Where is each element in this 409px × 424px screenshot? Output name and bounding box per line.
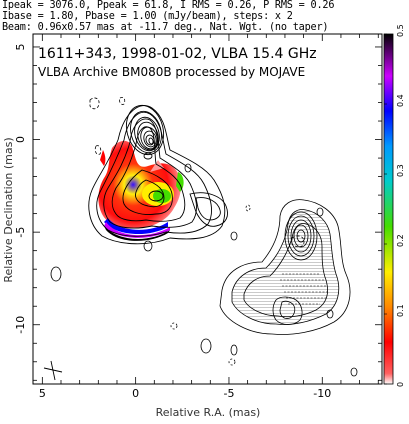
- y-tick-label: 5: [14, 43, 27, 50]
- y-tick-labels: 5 0 -5 -10: [14, 43, 27, 333]
- colorbar-tick-label: 0.4: [396, 94, 405, 107]
- chart-annotation-source: 1611+343, 1998-01-02, VLBA 15.4 GHz: [38, 46, 317, 62]
- x-tick-label: -10: [313, 387, 331, 400]
- x-tick-label: 5: [39, 387, 46, 400]
- colorbar-tick-label: 0: [396, 382, 405, 387]
- beam-inset-contours: [219, 199, 351, 335]
- header-line-peak: Ipeak = 3076.0, Ppeak = 61.8, I RMS = 0.…: [2, 0, 335, 11]
- plot-frame: [32, 33, 383, 385]
- header-line-base: Ibase = 1.80, Pbase = 1.00 (mJy/beam), s…: [2, 11, 293, 22]
- x-tick-label: 0: [132, 387, 139, 400]
- x-tick-labels: 5 0 -5 -10: [39, 387, 331, 400]
- colorbar-tick-labels: 0 0.1 0.2 0.3 0.4 0.5: [396, 24, 405, 387]
- colorbar-tick-label: 0.1: [396, 304, 405, 317]
- x-tick-label: -5: [223, 387, 234, 400]
- intensity-contours: [88, 104, 228, 245]
- axis-ticks: [33, 34, 382, 384]
- colorbar: [383, 33, 394, 385]
- colorbar-ticks: [384, 33, 387, 385]
- chart-annotation-archive: VLBA Archive BM080B processed by MOJAVE: [38, 65, 305, 79]
- y-tick-label: -10: [14, 316, 27, 334]
- colorbar-tick-label: 0.5: [396, 24, 405, 37]
- header-line-beam: Beam: 0.96x0.57 mas at -11.7 deg., Nat. …: [2, 22, 329, 33]
- colorbar-tick-label: 0.2: [396, 234, 405, 247]
- y-axis-label: Relative Declination (mas): [2, 137, 15, 282]
- colorbar-tick-label: 0.3: [396, 164, 405, 177]
- restoring-beam-marker: [43, 360, 63, 381]
- y-tick-label: 0: [14, 136, 27, 143]
- y-tick-label: -5: [14, 227, 27, 238]
- x-axis-label: Relative R.A. (mas): [156, 406, 261, 419]
